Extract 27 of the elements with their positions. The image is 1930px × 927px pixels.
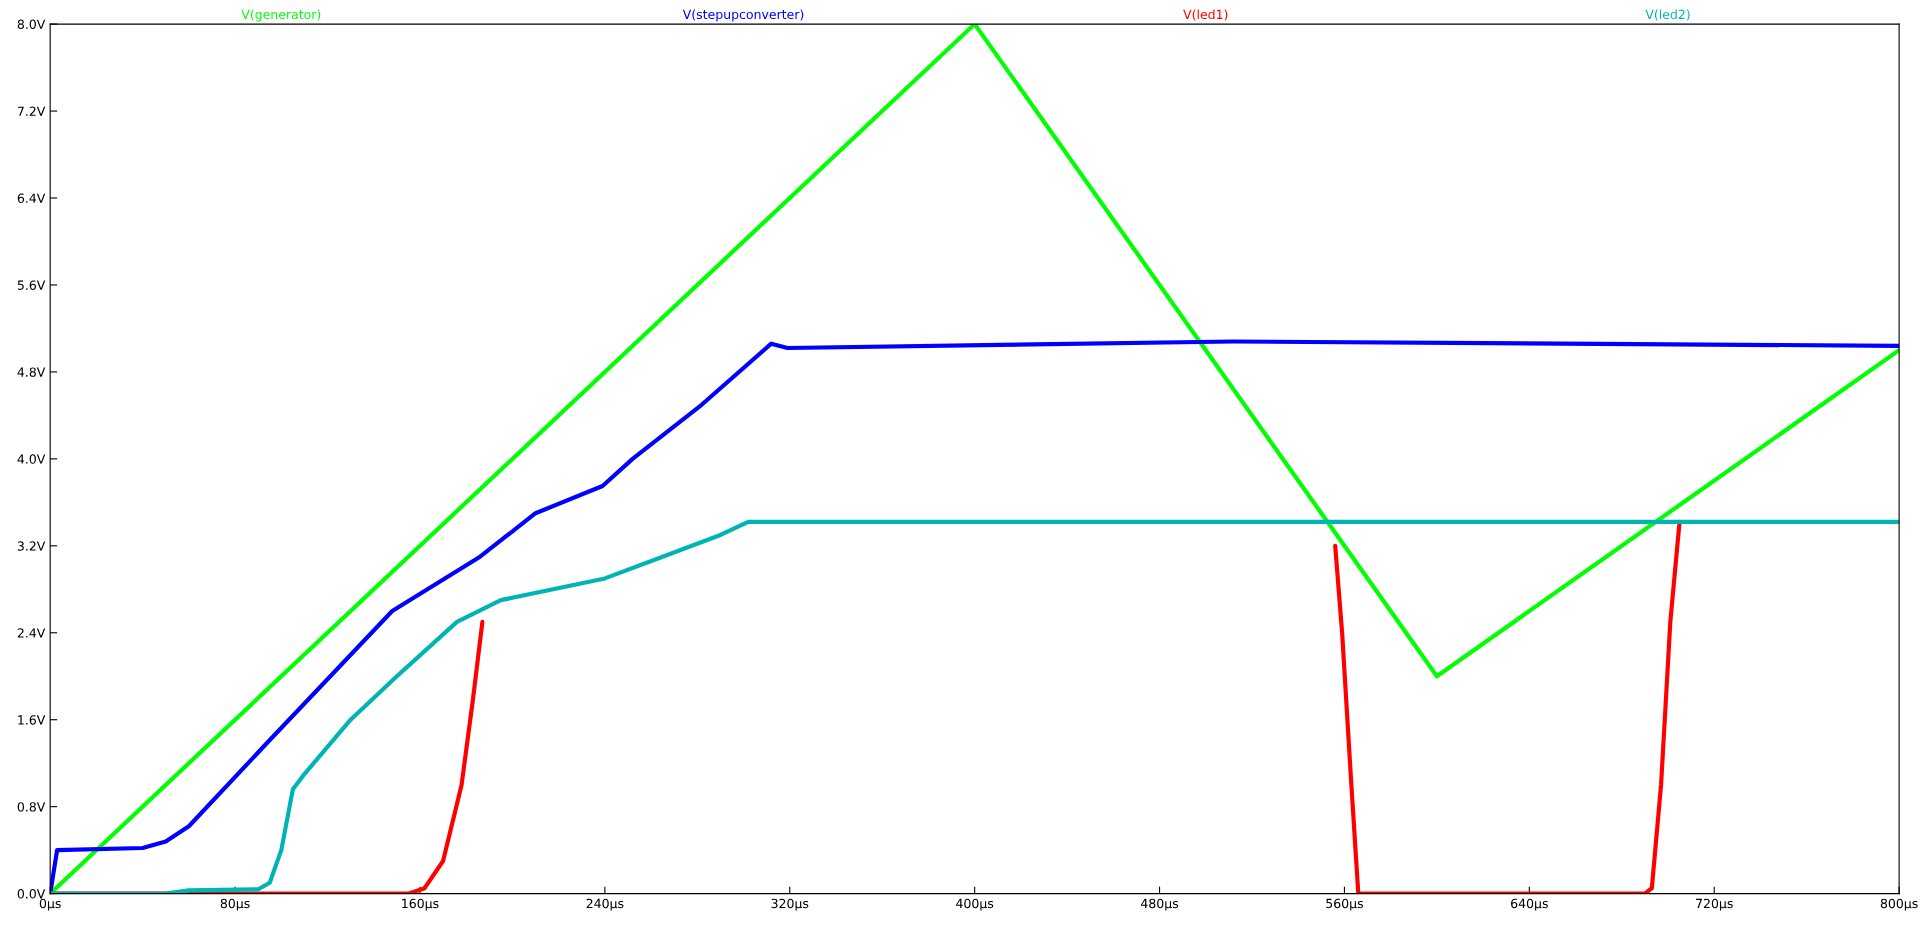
x-tick-label: 560µs bbox=[1326, 898, 1363, 911]
y-tick-label: 3.2V bbox=[17, 541, 46, 551]
y-tick-label: 5.6V bbox=[17, 280, 46, 290]
text: V(led2) bbox=[1645, 9, 1690, 21]
x-tick-label: 240µs bbox=[586, 898, 624, 911]
y-tick-label: 0.0V bbox=[17, 889, 46, 899]
y-tick-label: 4.0V bbox=[17, 454, 46, 464]
text: V(led1) bbox=[1183, 9, 1228, 21]
text: V(generator) bbox=[241, 9, 321, 22]
x-tick-label: 640µs bbox=[1511, 898, 1548, 911]
x-tick-label: 400µs bbox=[956, 898, 994, 911]
x-tick-label: 720µs bbox=[1696, 898, 1733, 911]
x-tick-label: 0µs bbox=[39, 898, 61, 911]
x-tick-label: 320µs bbox=[771, 898, 809, 911]
x-tick-label: 480µs bbox=[1140, 898, 1179, 911]
y-tick-label: 2.4V bbox=[17, 628, 46, 638]
y-tick-label: 4.8V bbox=[17, 367, 46, 377]
y-tick-label: 1.6V bbox=[18, 715, 46, 725]
y-tick-label: 0.8V bbox=[17, 802, 46, 812]
y-tick-label: 8.0V bbox=[17, 19, 46, 30]
x-tick-label: 800µs bbox=[1880, 898, 1918, 911]
x-tick-label: 160µs bbox=[402, 898, 439, 911]
text: V(stepupconverter) bbox=[682, 9, 804, 22]
x-tick-label: 80µs bbox=[220, 898, 250, 911]
y-tick-label: 6.4V bbox=[17, 193, 46, 203]
line-series bbox=[50, 24, 1900, 894]
y-tick-label: 7.2V bbox=[17, 106, 46, 116]
